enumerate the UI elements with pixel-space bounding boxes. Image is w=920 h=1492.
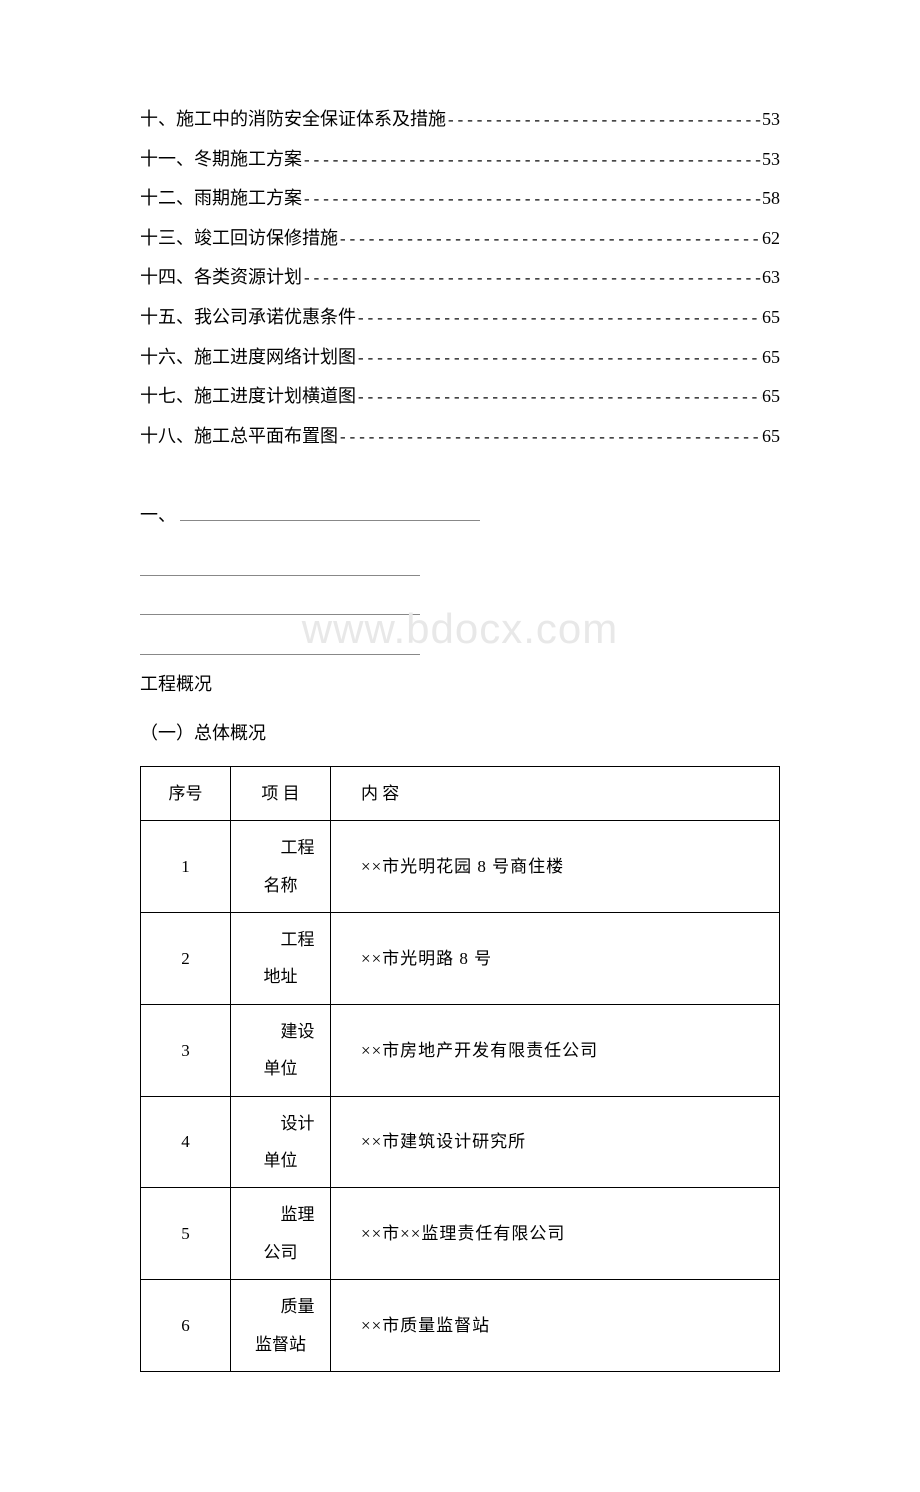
cell-seq: 6 — [141, 1280, 231, 1372]
cell-item: 质量监督站 — [231, 1280, 331, 1372]
table-row: 6 质量监督站 ××市质量监督站 — [141, 1280, 780, 1372]
toc-title: 十一、冬期施工方案 — [140, 140, 302, 180]
toc-leader: ----------------------------------------… — [302, 262, 762, 297]
cell-item: 设计单位 — [231, 1096, 331, 1188]
cell-item: 监理公司 — [231, 1188, 331, 1280]
toc-list: 十、施工中的消防安全保证体系及措施 ----------------------… — [140, 100, 780, 456]
item-line1: 质量 — [247, 1297, 315, 1316]
toc-page: 65 — [762, 298, 780, 338]
toc-leader: ----------------------------------------… — [356, 342, 762, 377]
item-line2: 公司 — [264, 1243, 298, 1262]
item-line2: 单位 — [264, 1059, 298, 1078]
toc-title: 十三、竣工回访保修措施 — [140, 219, 338, 259]
blank-underline — [140, 633, 420, 655]
cell-item: 工程地址 — [231, 913, 331, 1005]
blank-underline — [180, 500, 480, 522]
cell-seq: 3 — [141, 1004, 231, 1096]
toc-title: 十五、我公司承诺优惠条件 — [140, 298, 356, 338]
cell-content: ××市光明路 8 号 — [331, 913, 780, 1005]
item-line1: 设计 — [247, 1114, 315, 1133]
toc-entry: 十六、施工进度网络计划图 ---------------------------… — [140, 338, 780, 378]
toc-entry: 十、施工中的消防安全保证体系及措施 ----------------------… — [140, 100, 780, 140]
toc-entry: 十五、我公司承诺优惠条件 ---------------------------… — [140, 298, 780, 338]
toc-leader: ----------------------------------------… — [356, 302, 762, 337]
table-row: 3 建设单位 ××市房地产开发有限责任公司 — [141, 1004, 780, 1096]
table-row: 2 工程地址 ××市光明路 8 号 — [141, 913, 780, 1005]
cell-content: ××市建筑设计研究所 — [331, 1096, 780, 1188]
toc-page: 53 — [762, 100, 780, 140]
toc-title: 十、施工中的消防安全保证体系及措施 — [140, 100, 446, 140]
item-line1: 工程 — [247, 930, 315, 949]
item-line2: 名称 — [264, 876, 298, 895]
toc-title: 十四、各类资源计划 — [140, 258, 302, 298]
cell-seq: 5 — [141, 1188, 231, 1280]
toc-page: 63 — [762, 258, 780, 298]
th-content: 内 容 — [331, 766, 780, 820]
cell-seq: 4 — [141, 1096, 231, 1188]
toc-page: 62 — [762, 219, 780, 259]
overview-table: 序号 项 目 内 容 1 工程名称 ××市光明花园 8 号商住楼 2 工程地址 … — [140, 766, 780, 1372]
toc-leader: ----------------------------------------… — [302, 144, 762, 179]
toc-page: 58 — [762, 179, 780, 219]
toc-title: 十二、雨期施工方案 — [140, 179, 302, 219]
th-seq: 序号 — [141, 766, 231, 820]
toc-leader: --------------------------------- — [446, 104, 762, 139]
th-item: 项 目 — [231, 766, 331, 820]
section-one-blank: 一、 — [140, 496, 780, 654]
toc-page: 65 — [762, 417, 780, 457]
item-line2: 地址 — [264, 967, 298, 986]
table-row: 4 设计单位 ××市建筑设计研究所 — [141, 1096, 780, 1188]
cell-content: ××市××监理责任有限公司 — [331, 1188, 780, 1280]
blank-underline — [140, 554, 420, 576]
project-overview-heading: 工程概况 — [140, 665, 780, 705]
toc-leader: ----------------------------------------… — [302, 183, 762, 218]
cell-content: ××市光明花园 8 号商住楼 — [331, 821, 780, 913]
toc-entry: 十二、雨期施工方案 ------------------------------… — [140, 179, 780, 219]
item-line1: 监理 — [247, 1205, 315, 1224]
cell-content: ××市房地产开发有限责任公司 — [331, 1004, 780, 1096]
toc-entry: 十三、竣工回访保修措施 ----------------------------… — [140, 219, 780, 259]
toc-page: 53 — [762, 140, 780, 180]
blank-underline — [140, 594, 420, 616]
toc-leader: ----------------------------------------… — [338, 421, 762, 456]
cell-seq: 2 — [141, 913, 231, 1005]
table-row: 5 监理公司 ××市××监理责任有限公司 — [141, 1188, 780, 1280]
subsection-heading: （一）总体概况 — [140, 714, 780, 754]
cell-item: 建设单位 — [231, 1004, 331, 1096]
table-header-row: 序号 项 目 内 容 — [141, 766, 780, 820]
toc-entry: 十七、施工进度计划横道图 ---------------------------… — [140, 377, 780, 417]
cell-content: ××市质量监督站 — [331, 1280, 780, 1372]
toc-leader: ----------------------------------------… — [356, 381, 762, 416]
toc-entry: 十四、各类资源计划 ------------------------------… — [140, 258, 780, 298]
toc-title: 十七、施工进度计划横道图 — [140, 377, 356, 417]
item-line2: 单位 — [264, 1151, 298, 1170]
toc-page: 65 — [762, 377, 780, 417]
table-row: 1 工程名称 ××市光明花园 8 号商住楼 — [141, 821, 780, 913]
toc-page: 65 — [762, 338, 780, 378]
toc-entry: 十一、冬期施工方案 ------------------------------… — [140, 140, 780, 180]
item-line1: 工程 — [247, 838, 315, 857]
section-one-label: 一、 — [140, 505, 176, 525]
item-line2: 监督站 — [255, 1335, 306, 1354]
cell-item: 工程名称 — [231, 821, 331, 913]
toc-leader: ----------------------------------------… — [338, 223, 762, 258]
toc-title: 十六、施工进度网络计划图 — [140, 338, 356, 378]
cell-seq: 1 — [141, 821, 231, 913]
item-line1: 建设 — [247, 1022, 315, 1041]
toc-entry: 十八、施工总平面布置图 ----------------------------… — [140, 417, 780, 457]
toc-title: 十八、施工总平面布置图 — [140, 417, 338, 457]
